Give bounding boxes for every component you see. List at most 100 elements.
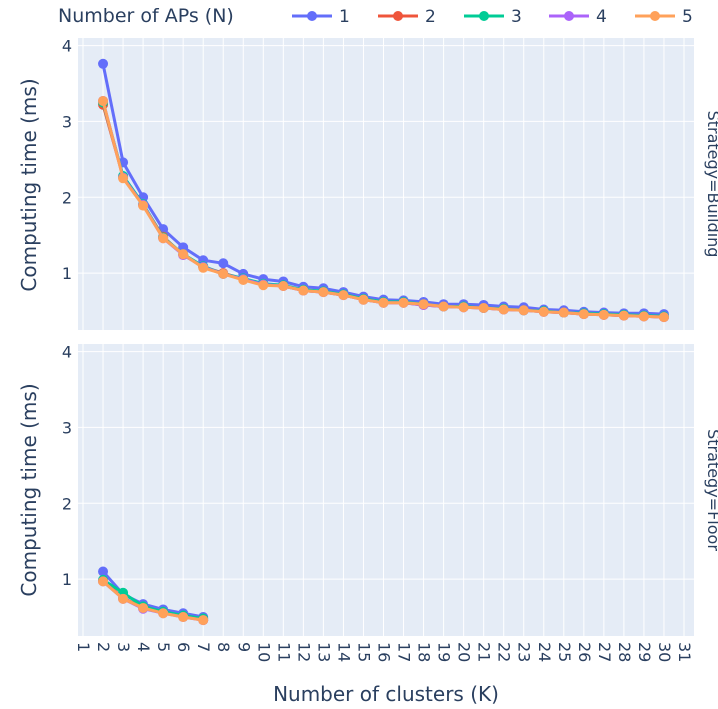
x-tick-label: 3 — [114, 642, 133, 652]
data-point-5 — [138, 200, 149, 211]
data-point-5 — [378, 297, 389, 308]
data-point-5 — [218, 268, 229, 279]
data-point-5 — [258, 280, 269, 291]
legend-label-3: 3 — [511, 7, 522, 27]
panel-building: 1 2 3 4 Strategy=Building — [62, 37, 718, 330]
data-point-5 — [358, 294, 369, 305]
data-point-5 — [118, 593, 129, 604]
y-tick-label: 3 — [62, 418, 72, 437]
x-tick-label: 9 — [234, 642, 253, 652]
data-point-5 — [578, 309, 589, 320]
legend-marker-5 — [650, 11, 660, 21]
x-tick-label: 24 — [535, 642, 554, 662]
x-tick-label: 28 — [615, 642, 634, 662]
data-point-5 — [498, 304, 509, 315]
legend-marker-3 — [479, 11, 489, 21]
y-tick-label: 3 — [62, 112, 72, 131]
data-point-5 — [178, 612, 189, 623]
x-tick-label: 1 — [74, 642, 93, 652]
facet-label: Strategy=Floor — [704, 429, 718, 551]
x-tick-label: 26 — [575, 642, 594, 662]
x-tick-label: 2 — [94, 642, 113, 652]
y-tick-label: 4 — [62, 343, 72, 362]
data-point-5 — [658, 312, 669, 323]
plot-background — [78, 38, 694, 330]
data-point-5 — [298, 285, 309, 296]
x-tick-label: 11 — [274, 642, 293, 662]
data-point-1 — [98, 566, 109, 577]
data-point-5 — [138, 602, 149, 613]
legend-label-2: 2 — [425, 7, 436, 27]
y-tick-label: 2 — [62, 494, 72, 513]
data-point-5 — [118, 173, 129, 184]
legend-marker-2 — [393, 11, 403, 21]
x-tick-label: 12 — [294, 642, 313, 662]
x-axis-title: Number of clusters (K) — [273, 682, 499, 706]
data-point-1 — [218, 258, 229, 269]
x-tick-label: 14 — [334, 642, 353, 662]
data-point-5 — [458, 302, 469, 313]
legend-label-1: 1 — [339, 7, 350, 27]
data-point-5 — [238, 274, 249, 285]
x-tick-label: 21 — [475, 642, 494, 662]
legend-label-4: 4 — [596, 7, 607, 27]
legend: Number of APs (N) 1 2 3 4 5 — [58, 5, 693, 27]
x-tick-label: 6 — [174, 642, 193, 652]
data-point-5 — [538, 306, 549, 317]
data-point-1 — [98, 58, 109, 69]
x-tick-label: 16 — [374, 642, 393, 662]
legend-title: Number of APs (N) — [58, 5, 234, 27]
x-tick-label: 25 — [555, 642, 574, 662]
y-tick-label: 1 — [62, 264, 72, 283]
data-point-5 — [418, 299, 429, 310]
x-tick-label: 31 — [675, 642, 694, 662]
y-axis-title-top: Computing time (ms) — [17, 78, 41, 291]
data-point-5 — [198, 615, 209, 626]
y-axis-title-bottom: Computing time (ms) — [17, 383, 41, 596]
data-point-5 — [478, 303, 489, 314]
data-point-5 — [278, 281, 289, 292]
data-point-5 — [98, 95, 109, 106]
data-point-5 — [178, 249, 189, 260]
legend-marker-4 — [564, 11, 574, 21]
x-tick-label: 4 — [134, 642, 153, 652]
legend-marker-1 — [307, 11, 317, 21]
x-tick-label: 8 — [214, 642, 233, 652]
x-tick-label: 15 — [354, 642, 373, 662]
x-tick-label: 13 — [314, 642, 333, 662]
x-tick-label: 17 — [395, 642, 414, 662]
x-tick-label: 23 — [515, 642, 534, 662]
y-tick-label: 4 — [62, 37, 72, 56]
x-tick-label: 5 — [154, 642, 173, 652]
data-point-5 — [558, 307, 569, 318]
x-tick-label: 18 — [415, 642, 434, 662]
plot-background — [78, 344, 694, 636]
panel-floor: 1 2 3 4 Strategy=Floor — [62, 343, 718, 636]
data-point-5 — [638, 311, 649, 322]
legend-label-5: 5 — [682, 7, 693, 27]
data-point-5 — [158, 233, 169, 244]
data-point-5 — [338, 290, 349, 301]
x-tick-label: 19 — [435, 642, 454, 662]
data-point-5 — [398, 297, 409, 308]
x-tick-label: 10 — [254, 642, 273, 662]
data-point-5 — [618, 310, 629, 321]
x-tick-label: 22 — [495, 642, 514, 662]
x-tick-label: 7 — [194, 642, 213, 652]
data-point-5 — [598, 309, 609, 320]
y-tick-label: 1 — [62, 570, 72, 589]
data-point-5 — [518, 305, 529, 316]
x-tick-label: 27 — [595, 642, 614, 662]
x-tick-label: 30 — [655, 642, 674, 662]
facet-label: Strategy=Building — [704, 111, 718, 258]
data-point-5 — [198, 262, 209, 273]
data-point-5 — [318, 287, 329, 298]
data-point-5 — [438, 301, 449, 312]
x-tick-label: 20 — [455, 642, 474, 662]
x-tick-label: 29 — [635, 642, 654, 662]
data-point-5 — [158, 608, 169, 619]
y-tick-label: 2 — [62, 188, 72, 207]
data-point-5 — [98, 576, 109, 587]
x-tick-labels: 1 2 3 4 5 6 7 8 9 10 11 12 13 14 15 16 17 18 19 20 21 22 23 24 2… — [74, 642, 694, 662]
